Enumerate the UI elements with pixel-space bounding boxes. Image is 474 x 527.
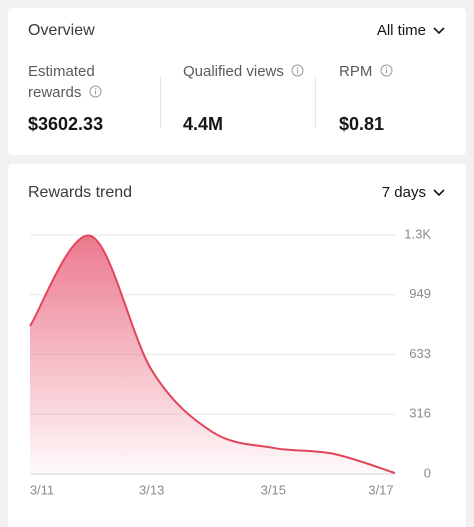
x-tick-label: 3/15 <box>261 482 286 497</box>
metric-value: 4.4M <box>183 114 224 134</box>
y-tick-label: 0 <box>424 465 431 480</box>
divider <box>160 76 161 128</box>
y-tick-label: 316 <box>409 406 431 421</box>
metric-label: Estimated rewards <box>28 61 124 103</box>
metric-label: RPM <box>339 61 393 82</box>
info-icon[interactable] <box>380 64 393 77</box>
x-tick-label: 3/11 <box>30 482 54 497</box>
overview-card: Overview All time Estimated rewards $360… <box>8 8 466 155</box>
info-icon[interactable] <box>89 85 102 98</box>
overview-title: Overview <box>28 22 95 39</box>
metric-label-text: Estimated rewards <box>28 63 95 101</box>
metric-label-text: Qualified views <box>183 63 284 80</box>
chevron[interactable] <box>432 188 446 198</box>
divider <box>315 76 316 128</box>
period-label[interactable]: All time <box>376 22 426 39</box>
chevron[interactable] <box>432 26 446 36</box>
metric-value: $3602.33 <box>28 114 104 134</box>
metric-label: Qualified views <box>183 61 304 82</box>
y-tick-label: 633 <box>409 346 431 361</box>
y-tick-label: 949 <box>409 286 431 301</box>
range-label[interactable]: 7 days <box>381 184 426 201</box>
range-dropdown[interactable]: 7 days <box>382 184 446 201</box>
x-tick-label: 3/13 <box>139 482 164 497</box>
info-icon[interactable] <box>291 64 304 77</box>
x-tick-label: 3/17 <box>368 482 393 497</box>
trend-title: Rewards trend <box>28 184 133 201</box>
y-tick-label: 1.3K <box>404 226 431 241</box>
metric-value: $0.81 <box>339 114 385 134</box>
period-dropdown[interactable]: All time <box>377 22 446 39</box>
metric-label-text: RPM <box>339 63 373 80</box>
trend-line <box>29 234 396 475</box>
